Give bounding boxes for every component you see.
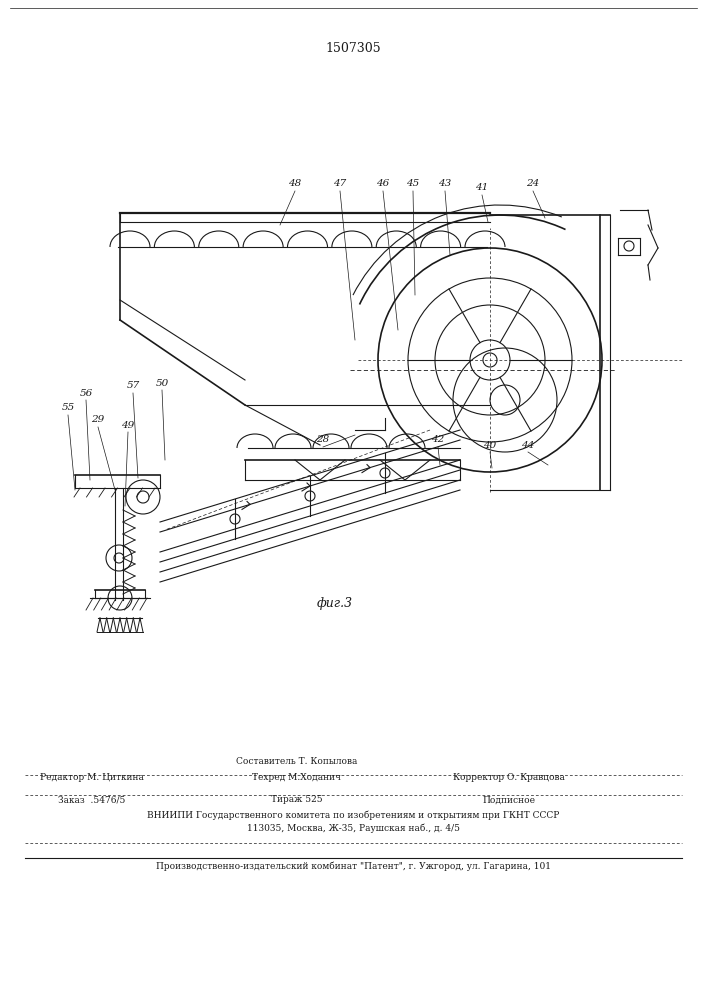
Text: 28: 28 [316, 436, 329, 444]
Text: 44: 44 [521, 440, 534, 450]
Text: 41: 41 [475, 184, 489, 192]
Text: 55: 55 [62, 403, 75, 412]
Text: 56: 56 [79, 388, 93, 397]
Text: 45: 45 [407, 178, 420, 188]
Text: Редактор М. Циткина: Редактор М. Циткина [40, 774, 144, 782]
Text: 42: 42 [431, 436, 445, 444]
Text: 57: 57 [127, 381, 139, 390]
Text: 113035, Москва, Ж-35, Раушская наб., д. 4/5: 113035, Москва, Ж-35, Раушская наб., д. … [247, 823, 460, 833]
Text: 29: 29 [91, 416, 105, 424]
Text: 48: 48 [288, 178, 302, 188]
Text: Тираж 525: Тираж 525 [271, 796, 323, 804]
Text: 43: 43 [438, 178, 452, 188]
Text: 49: 49 [122, 420, 134, 430]
Text: 40: 40 [484, 440, 496, 450]
Text: 46: 46 [376, 178, 390, 188]
Text: Производственно-издательский комбинат "Патент", г. Ужгород, ул. Гагарина, 101: Производственно-издательский комбинат "П… [156, 861, 551, 871]
Text: 24: 24 [527, 178, 539, 188]
Text: Заказ  .5476/5: Заказ .5476/5 [58, 796, 126, 804]
Text: 47: 47 [334, 178, 346, 188]
Text: фиг.3: фиг.3 [317, 596, 353, 609]
Text: 50: 50 [156, 378, 169, 387]
Text: Корректор О. Кравцова: Корректор О. Кравцова [453, 774, 565, 782]
Text: Составитель Т. Копылова: Составитель Т. Копылова [236, 758, 358, 766]
Text: Техред М.Ходанич: Техред М.Ходанич [252, 774, 341, 782]
Text: Подписное: Подписное [483, 796, 535, 804]
Text: ВНИИПИ Государственного комитета по изобретениям и открытиям при ГКНТ СССР: ВНИИПИ Государственного комитета по изоб… [147, 810, 560, 820]
Text: 1507305: 1507305 [325, 41, 381, 54]
